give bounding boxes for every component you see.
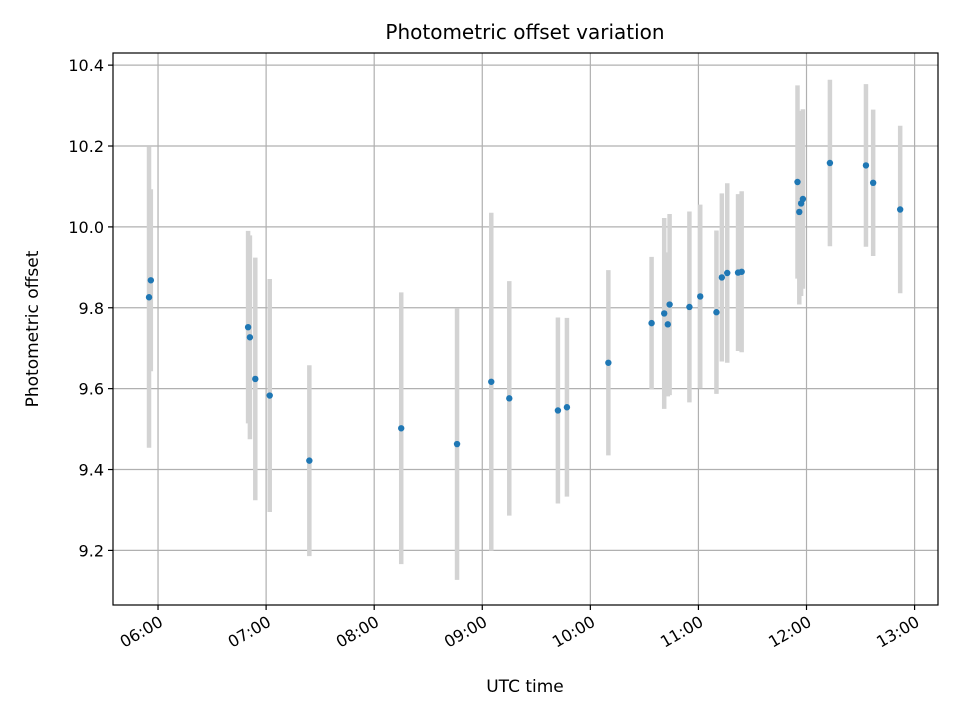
data-point — [605, 359, 612, 366]
data-point — [147, 277, 155, 284]
x-tick-label: 07:00 — [225, 612, 274, 652]
x-tick-label: 09:00 — [441, 612, 490, 652]
data-point — [862, 162, 870, 169]
y-axis-label: Photometric offset — [23, 250, 43, 407]
y-tick-label: 9.6 — [79, 380, 104, 399]
y-tick-label: 10.2 — [68, 137, 104, 156]
y-tick-label: 9.4 — [79, 461, 104, 480]
plot-frame — [112, 52, 939, 606]
x-tick-label: 13:00 — [873, 612, 922, 652]
data-point — [799, 195, 807, 203]
data-point — [145, 294, 153, 301]
y-tick-label: 9.8 — [79, 299, 104, 318]
data-point — [713, 309, 720, 316]
chart-title: Photometric offset variation — [385, 20, 664, 44]
data-point — [664, 321, 672, 328]
data-points — [145, 159, 904, 464]
y-tick-label: 10.4 — [68, 56, 104, 75]
data-point — [697, 293, 704, 300]
data-point — [554, 407, 562, 414]
x-axis-label: UTC time — [486, 677, 564, 697]
data-point — [648, 319, 655, 327]
data-point — [738, 268, 745, 275]
data-point — [266, 392, 273, 399]
x-tick-label: 10:00 — [549, 612, 598, 652]
data-point — [796, 208, 803, 216]
x-tick-label: 08:00 — [333, 612, 382, 652]
errorbars — [146, 79, 903, 580]
data-point — [896, 206, 904, 213]
data-point — [563, 404, 571, 411]
data-point — [794, 178, 801, 186]
data-point — [453, 440, 461, 448]
data-point — [666, 301, 673, 308]
x-tick-label: 11:00 — [657, 612, 706, 652]
data-point — [488, 378, 495, 385]
y-tick-label: 10.0 — [68, 218, 104, 237]
data-point — [724, 269, 731, 277]
data-point — [826, 159, 834, 167]
data-point — [246, 334, 254, 341]
data-point — [718, 274, 726, 281]
data-point — [661, 310, 668, 317]
data-point — [398, 425, 405, 432]
data-point — [244, 323, 252, 331]
y-tick-label: 9.2 — [79, 541, 104, 560]
grid — [113, 53, 938, 605]
x-tick-label: 12:00 — [765, 612, 814, 652]
data-point — [869, 179, 877, 187]
data-point — [306, 457, 313, 464]
data-point — [686, 303, 693, 311]
data-point — [252, 375, 259, 383]
x-tick-label: 06:00 — [117, 612, 166, 652]
data-point — [506, 395, 513, 402]
